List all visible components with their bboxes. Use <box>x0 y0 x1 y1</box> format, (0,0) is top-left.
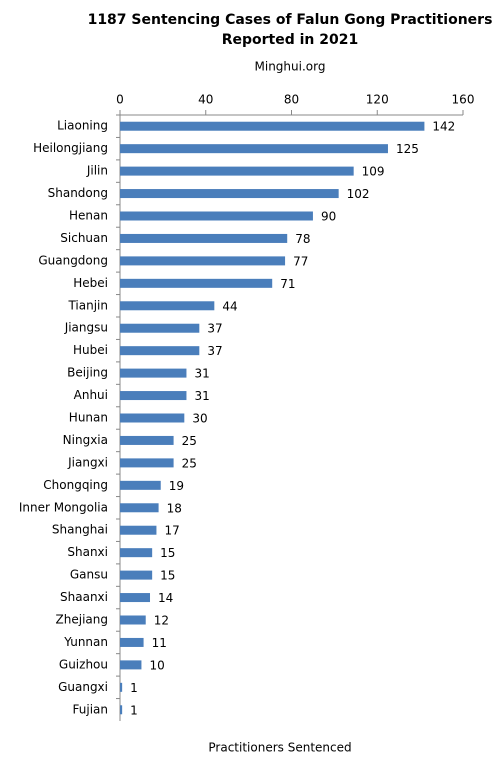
y-tick-label: Shaanxi <box>60 590 108 604</box>
bar <box>120 368 187 378</box>
y-tick-label: Hunan <box>69 411 108 425</box>
value-label: 1 <box>130 703 138 717</box>
y-tick-label: Guangxi <box>58 680 108 694</box>
bar <box>120 144 388 154</box>
value-label: 37 <box>207 344 222 358</box>
y-tick-label: Jilin <box>86 164 108 178</box>
bar <box>120 480 161 490</box>
bar <box>120 301 215 311</box>
y-tick-label: Inner Mongolia <box>19 500 108 514</box>
bar <box>120 278 273 288</box>
y-tick-label: Anhui <box>74 388 108 402</box>
y-tick-label: Liaoning <box>57 119 108 133</box>
x-tick-label: 160 <box>452 93 475 107</box>
y-tick-label: Hebei <box>73 276 108 290</box>
value-label: 11 <box>152 636 167 650</box>
value-label: 25 <box>182 456 197 470</box>
bar <box>120 413 185 423</box>
bar <box>120 503 159 513</box>
bar <box>120 637 144 647</box>
value-label: 14 <box>158 591 173 605</box>
chart-subtitle: Minghui.org <box>255 60 326 74</box>
value-label: 10 <box>149 658 164 672</box>
y-tick-label: Heilongjiang <box>33 141 108 155</box>
bar <box>120 570 153 580</box>
bar <box>120 323 200 333</box>
value-label: 1 <box>130 681 138 695</box>
bar <box>120 391 187 401</box>
y-tick-label: Guangdong <box>38 253 108 267</box>
value-label: 71 <box>280 277 295 291</box>
x-tick-label: 80 <box>284 93 299 107</box>
y-tick-label: Ningxia <box>63 433 108 447</box>
value-label: 44 <box>222 299 237 313</box>
bar <box>120 233 288 243</box>
value-label: 12 <box>154 614 169 628</box>
y-tick-label: Beijing <box>67 366 108 380</box>
value-label: 18 <box>167 501 182 515</box>
value-label: 90 <box>321 210 336 224</box>
chart-title: 1187 Sentencing Cases of Falun Gong Prac… <box>88 12 493 28</box>
value-label: 25 <box>182 434 197 448</box>
value-label: 15 <box>160 569 175 583</box>
chart-title: Reported in 2021 <box>222 32 359 48</box>
bar <box>120 189 339 199</box>
bar <box>120 166 354 176</box>
value-label: 142 <box>432 120 455 134</box>
x-tick-label: 0 <box>116 93 124 107</box>
y-tick-label: Gansu <box>70 568 108 582</box>
y-tick-label: Henan <box>69 209 108 223</box>
y-tick-label: Fujian <box>73 702 108 716</box>
value-label: 19 <box>169 479 184 493</box>
bar <box>120 121 425 131</box>
bar <box>120 705 123 715</box>
y-tick-label: Hubei <box>73 343 108 357</box>
y-tick-label: Zhejiang <box>56 613 108 627</box>
y-tick-label: Jiangxi <box>67 455 108 469</box>
y-tick-label: Chongqing <box>43 478 108 492</box>
value-label: 17 <box>164 524 179 538</box>
value-label: 30 <box>192 412 207 426</box>
y-tick-label: Guizhou <box>59 657 108 671</box>
y-tick-label: Tianjin <box>67 298 108 312</box>
bar <box>120 615 146 625</box>
y-tick-label: Shandong <box>48 186 108 200</box>
value-label: 102 <box>347 187 370 201</box>
value-label: 78 <box>295 232 310 246</box>
bar <box>120 593 151 603</box>
bar <box>120 256 286 266</box>
bar <box>120 525 157 535</box>
value-label: 77 <box>293 254 308 268</box>
x-tick-label: 40 <box>198 93 213 107</box>
value-label: 37 <box>207 322 222 336</box>
y-tick-label: Jiangsu <box>64 321 108 335</box>
bar <box>120 346 200 356</box>
bar <box>120 458 174 468</box>
y-tick-label: Shanghai <box>52 523 108 537</box>
x-axis-label: Practitioners Sentenced <box>208 741 351 755</box>
value-label: 125 <box>396 142 419 156</box>
value-label: 31 <box>194 367 209 381</box>
y-tick-label: Sichuan <box>60 231 108 245</box>
bar <box>120 435 174 445</box>
bar <box>120 211 313 221</box>
bar <box>120 660 142 670</box>
y-tick-label: Yunnan <box>63 635 108 649</box>
value-label: 15 <box>160 546 175 560</box>
x-tick-label: 120 <box>366 93 389 107</box>
y-tick-label: Shanxi <box>67 545 108 559</box>
value-label: 109 <box>362 165 385 179</box>
bar <box>120 548 153 558</box>
value-label: 31 <box>194 389 209 403</box>
bar <box>120 682 123 692</box>
